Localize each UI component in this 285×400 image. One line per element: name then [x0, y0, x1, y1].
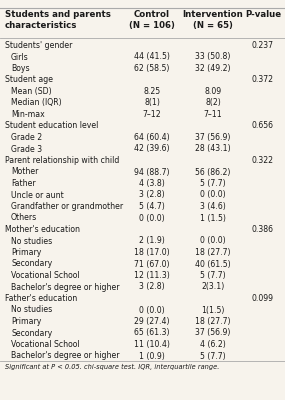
Text: 5 (7.7): 5 (7.7): [200, 179, 226, 188]
Text: Grade 2: Grade 2: [11, 133, 42, 142]
Text: 28 (43.1): 28 (43.1): [195, 144, 231, 154]
Text: 12 (11.3): 12 (11.3): [134, 271, 170, 280]
Text: 37 (56.9): 37 (56.9): [195, 328, 231, 338]
Text: 11 (10.4): 11 (10.4): [134, 340, 170, 349]
Text: Primary: Primary: [11, 248, 41, 257]
Text: Grade 3: Grade 3: [11, 144, 42, 154]
Text: 3 (4.6): 3 (4.6): [200, 202, 226, 211]
Text: 32 (49.2): 32 (49.2): [195, 64, 231, 73]
Text: Girls: Girls: [11, 52, 29, 62]
Text: Father's education: Father's education: [5, 294, 77, 303]
Text: 1(1.5): 1(1.5): [201, 306, 225, 314]
Text: Mean (SD): Mean (SD): [11, 87, 52, 96]
Text: 0.372: 0.372: [252, 76, 274, 84]
Text: Student age: Student age: [5, 76, 53, 84]
Text: 0.386: 0.386: [252, 225, 274, 234]
Text: 42 (39.6): 42 (39.6): [134, 144, 170, 154]
Text: Vocational School: Vocational School: [11, 271, 80, 280]
Text: Bachelor's degree or higher: Bachelor's degree or higher: [11, 352, 119, 360]
Text: Min-max: Min-max: [11, 110, 45, 119]
Text: 0.099: 0.099: [252, 294, 274, 303]
Text: 3 (2.8): 3 (2.8): [139, 282, 165, 292]
Text: Boys: Boys: [11, 64, 30, 73]
Text: 64 (60.4): 64 (60.4): [134, 133, 170, 142]
Text: Parent relationship with child: Parent relationship with child: [5, 156, 119, 165]
Text: No studies: No studies: [11, 236, 52, 246]
Text: 0 (0.0): 0 (0.0): [200, 190, 226, 200]
Text: 7–12: 7–12: [143, 110, 161, 119]
Text: 37 (56.9): 37 (56.9): [195, 133, 231, 142]
Text: P-value: P-value: [245, 10, 281, 19]
Text: 40 (61.5): 40 (61.5): [195, 260, 231, 268]
Text: 0.237: 0.237: [252, 41, 274, 50]
Text: Significant at P < 0.05. chi-square test. IQR, interquartile range.: Significant at P < 0.05. chi-square test…: [5, 364, 219, 370]
Text: Mother's education: Mother's education: [5, 225, 80, 234]
Text: 0 (0.0): 0 (0.0): [139, 214, 165, 222]
Text: Grandfather or grandmother: Grandfather or grandmother: [11, 202, 123, 211]
Text: 2 (1.9): 2 (1.9): [139, 236, 165, 246]
Text: No studies: No studies: [11, 306, 52, 314]
Text: Uncle or aunt: Uncle or aunt: [11, 190, 64, 200]
Text: 71 (67.0): 71 (67.0): [134, 260, 170, 268]
Text: Vocational School: Vocational School: [11, 340, 80, 349]
Text: Students and parents
characteristics: Students and parents characteristics: [5, 10, 111, 30]
Text: 4 (6.2): 4 (6.2): [200, 340, 226, 349]
Text: 65 (61.3): 65 (61.3): [134, 328, 170, 338]
Text: 3 (2.8): 3 (2.8): [139, 190, 165, 200]
Text: Students' gender: Students' gender: [5, 41, 72, 50]
Text: 5 (4.7): 5 (4.7): [139, 202, 165, 211]
Text: Primary: Primary: [11, 317, 41, 326]
Text: 0 (0.0): 0 (0.0): [139, 306, 165, 314]
Text: Secondary: Secondary: [11, 260, 52, 268]
Text: 0 (0.0): 0 (0.0): [200, 236, 226, 246]
Text: 18 (17.0): 18 (17.0): [134, 248, 170, 257]
Text: Intervention
(N = 65): Intervention (N = 65): [183, 10, 243, 30]
Text: 7–11: 7–11: [203, 110, 222, 119]
Text: 8(2): 8(2): [205, 98, 221, 108]
Text: 33 (50.8): 33 (50.8): [195, 52, 231, 62]
Text: 18 (27.7): 18 (27.7): [195, 317, 231, 326]
Text: 18 (27.7): 18 (27.7): [195, 248, 231, 257]
Text: 8(1): 8(1): [144, 98, 160, 108]
Text: Mother: Mother: [11, 168, 38, 176]
Text: 5 (7.7): 5 (7.7): [200, 352, 226, 360]
Text: Others: Others: [11, 214, 37, 222]
Text: 94 (88.7): 94 (88.7): [134, 168, 170, 176]
Text: 5 (7.7): 5 (7.7): [200, 271, 226, 280]
Text: 44 (41.5): 44 (41.5): [134, 52, 170, 62]
Text: Control
(N = 106): Control (N = 106): [129, 10, 175, 30]
Text: Secondary: Secondary: [11, 328, 52, 338]
Text: Median (IQR): Median (IQR): [11, 98, 62, 108]
Text: 29 (27.4): 29 (27.4): [134, 317, 170, 326]
Text: 2(3.1): 2(3.1): [201, 282, 225, 292]
Text: 56 (86.2): 56 (86.2): [195, 168, 231, 176]
Text: 1 (1.5): 1 (1.5): [200, 214, 226, 222]
Text: Father: Father: [11, 179, 36, 188]
Text: Bachelor's degree or higher: Bachelor's degree or higher: [11, 282, 119, 292]
Text: 1 (0.9): 1 (0.9): [139, 352, 165, 360]
Text: Student education level: Student education level: [5, 122, 98, 130]
Text: 8.25: 8.25: [143, 87, 160, 96]
Text: 0.322: 0.322: [252, 156, 274, 165]
Text: 0.656: 0.656: [252, 122, 274, 130]
Text: 62 (58.5): 62 (58.5): [134, 64, 170, 73]
Text: 8.09: 8.09: [204, 87, 221, 96]
Text: 4 (3.8): 4 (3.8): [139, 179, 165, 188]
